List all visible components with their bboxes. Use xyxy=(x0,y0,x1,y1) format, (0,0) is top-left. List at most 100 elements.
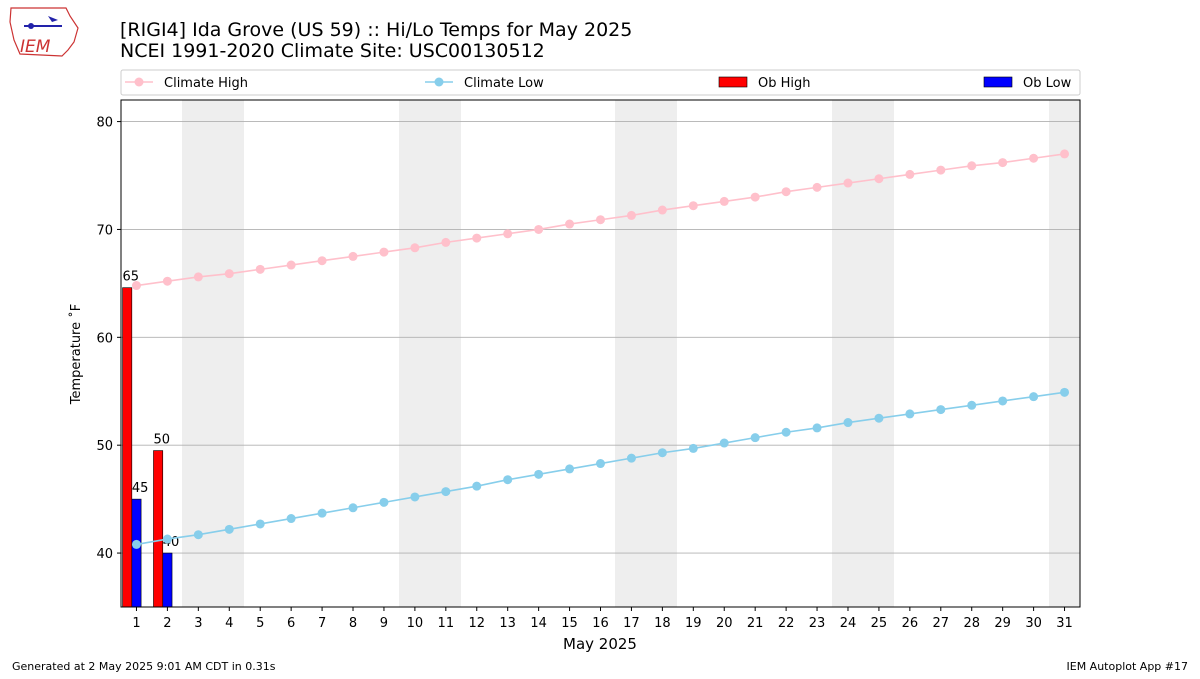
x-tick-label: 9 xyxy=(380,616,388,631)
footer-right: IEM Autoplot App #17 xyxy=(1067,660,1189,673)
point xyxy=(534,469,544,479)
point xyxy=(843,178,853,188)
x-tick-label: 29 xyxy=(994,616,1011,631)
point xyxy=(503,475,513,485)
point xyxy=(750,192,760,202)
x-tick-label: 15 xyxy=(561,616,578,631)
x-tick-label: 27 xyxy=(933,616,950,631)
point xyxy=(626,210,636,220)
bar xyxy=(153,450,164,608)
x-tick-label: 14 xyxy=(530,616,547,631)
bar-value-label: 45 xyxy=(132,481,149,496)
point xyxy=(812,182,822,192)
y-tick-label: 40 xyxy=(96,547,113,562)
point xyxy=(131,539,141,549)
point xyxy=(441,237,451,247)
y-tick-label: 80 xyxy=(96,116,113,131)
bar xyxy=(131,498,142,608)
point xyxy=(317,508,327,518)
x-tick-label: 12 xyxy=(468,616,485,631)
point xyxy=(905,409,915,419)
logo: IEM xyxy=(9,7,79,57)
point xyxy=(812,423,822,433)
point xyxy=(348,503,358,513)
point xyxy=(286,260,296,270)
point xyxy=(998,158,1008,168)
x-tick-label: 10 xyxy=(407,616,424,631)
x-tick-label: 13 xyxy=(499,616,516,631)
point xyxy=(967,400,977,410)
point xyxy=(410,492,420,502)
x-tick-label: 20 xyxy=(716,616,733,631)
x-tick-label: 4 xyxy=(225,616,233,631)
point xyxy=(162,276,172,286)
legend-marker xyxy=(134,77,144,87)
point xyxy=(255,519,265,529)
point xyxy=(565,464,575,474)
point xyxy=(162,534,172,544)
legend-label: Ob Low xyxy=(1023,76,1072,91)
point xyxy=(379,247,389,257)
y-tick-label: 50 xyxy=(96,439,113,454)
x-axis-label: May 2025 xyxy=(563,635,637,653)
point xyxy=(843,418,853,428)
x-tick-label: 19 xyxy=(685,616,702,631)
point xyxy=(781,187,791,197)
legend-label: Climate Low xyxy=(464,76,544,91)
point xyxy=(286,514,296,524)
x-tick-label: 22 xyxy=(778,616,795,631)
point xyxy=(936,405,946,415)
point xyxy=(224,524,234,534)
point xyxy=(255,264,265,274)
point xyxy=(348,251,358,261)
point xyxy=(657,448,667,458)
point xyxy=(998,396,1008,406)
legend-label: Ob High xyxy=(758,76,811,91)
x-tick-label: 8 xyxy=(349,616,357,631)
x-tick-label: 21 xyxy=(747,616,764,631)
x-tick-label: 17 xyxy=(623,616,640,631)
bar-value-label: 65 xyxy=(123,270,140,285)
bar xyxy=(122,287,133,608)
point xyxy=(565,219,575,229)
y-axis-label: Temperature ˚F xyxy=(68,304,84,405)
x-tick-label: 1 xyxy=(132,616,140,631)
point xyxy=(874,413,884,423)
x-tick-label: 16 xyxy=(592,616,609,631)
legend-label: Climate High xyxy=(164,76,248,91)
point xyxy=(1029,392,1039,402)
point xyxy=(688,443,698,453)
point xyxy=(379,497,389,507)
point xyxy=(719,196,729,206)
chart-title: [RIGI4] Ida Grove (US 59) :: Hi/Lo Temps… xyxy=(120,19,632,41)
point xyxy=(719,438,729,448)
bar-value-label: 50 xyxy=(153,433,170,448)
line xyxy=(136,391,1065,546)
x-tick-label: 7 xyxy=(318,616,326,631)
x-tick-label: 30 xyxy=(1025,616,1042,631)
point xyxy=(472,233,482,243)
point xyxy=(410,243,420,253)
legend-box xyxy=(120,69,1081,96)
point xyxy=(317,256,327,266)
chart-subtitle: NCEI 1991-2020 Climate Site: USC00130512 xyxy=(120,40,545,62)
x-tick-label: 31 xyxy=(1056,616,1073,631)
x-tick-label: 28 xyxy=(963,616,980,631)
point xyxy=(193,272,203,282)
point xyxy=(1029,153,1039,163)
x-tick-label: 18 xyxy=(654,616,671,631)
x-tick-label: 2 xyxy=(163,616,171,631)
footer-left: Generated at 2 May 2025 9:01 AM CDT in 0… xyxy=(12,660,276,673)
point xyxy=(905,169,915,179)
point xyxy=(596,215,605,225)
point xyxy=(596,459,605,469)
point xyxy=(874,174,884,184)
point xyxy=(657,205,667,215)
y-tick-label: 60 xyxy=(96,331,113,346)
point xyxy=(534,224,544,234)
point xyxy=(503,229,513,239)
point xyxy=(1060,149,1070,159)
point xyxy=(967,161,977,171)
